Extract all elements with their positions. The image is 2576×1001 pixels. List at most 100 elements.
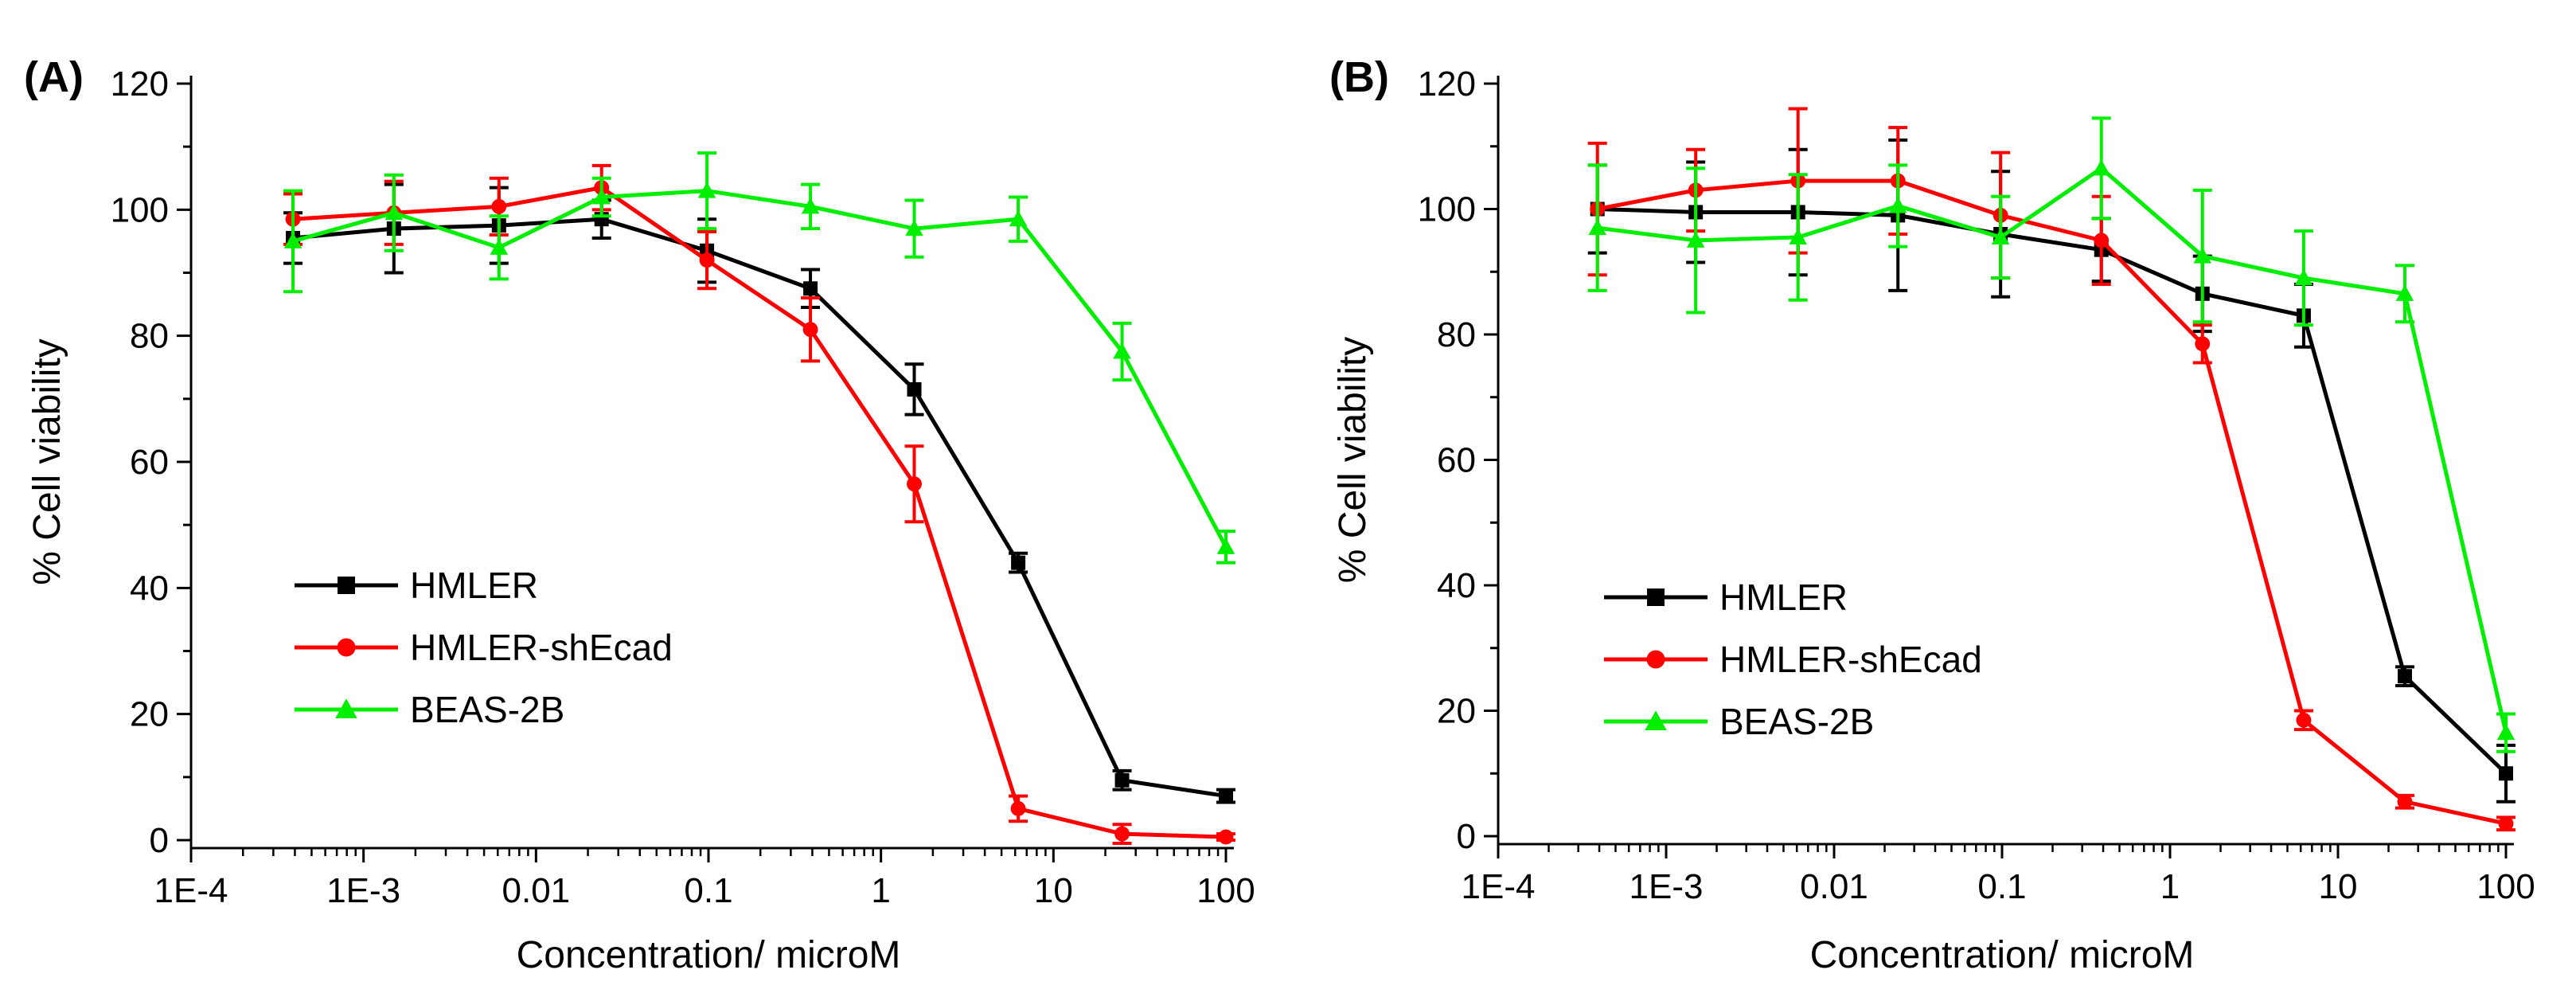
data-point: [1011, 555, 1026, 570]
data-point: [2499, 766, 2513, 781]
y-tick-label: 100: [1418, 190, 1476, 229]
legend: HMLER HMLER-shEcad BEAS-2B: [295, 565, 673, 730]
legend-label: BEAS-2B: [410, 689, 564, 730]
y-tick-label: 20: [130, 695, 169, 734]
data-point: [2397, 794, 2413, 810]
data-point: [592, 188, 611, 205]
legend-item: HMLER: [1604, 577, 1848, 618]
legend-marker: [335, 698, 357, 718]
data-point: [2395, 284, 2414, 301]
panel-a: (A) 0 20 40 60 80 100 120 1E-4 1E-3 0.01 0.1 1 10 100 C…: [24, 53, 1255, 976]
y-tick-label: 100: [111, 190, 169, 229]
series-line: [1597, 207, 2508, 776]
series-line: [292, 217, 1227, 799]
y-tick-label: 120: [1418, 65, 1476, 104]
data-point: [2195, 336, 2211, 352]
legend-item: BEAS-2B: [1604, 701, 1874, 742]
panel-label: (A): [24, 53, 84, 101]
x-tick-label: 100: [1196, 871, 1255, 910]
legend-label: HMLER: [410, 565, 538, 606]
y-tick-label: 20: [1437, 692, 1476, 731]
data-point: [2094, 233, 2110, 248]
x-tick-label: 0.01: [1800, 867, 1868, 906]
data-point: [802, 322, 818, 338]
legend-marker: [1647, 588, 1665, 606]
legend-marker: [1646, 650, 1665, 669]
data-point: [1113, 342, 1131, 359]
data-point: [801, 197, 820, 214]
data-point: [907, 476, 922, 492]
legend-label: HMLER-shEcad: [1719, 639, 1982, 680]
data-point: [697, 182, 716, 198]
data-point: [1789, 228, 1807, 244]
legend-marker: [337, 638, 356, 657]
data-point: [1216, 538, 1235, 554]
x-tick-label: 1E-4: [154, 871, 228, 910]
x-tick-label: 100: [2476, 867, 2535, 906]
data-point: [1991, 228, 2010, 244]
y-axis-title: % Cell viability: [26, 338, 68, 585]
series-line: [292, 186, 1227, 839]
data-point: [1888, 197, 1907, 213]
series-beas-2b: [283, 151, 1235, 565]
series-hmler-shecad: [283, 163, 1235, 845]
y-tick-label: 120: [111, 65, 169, 104]
data-point: [2397, 669, 2412, 684]
data-point: [1009, 209, 1028, 227]
series-line: [1597, 178, 2507, 826]
data-point: [1114, 772, 1130, 788]
y-tick-label: 60: [1437, 441, 1476, 480]
data-point: [905, 219, 923, 237]
series-line: [1597, 166, 2508, 733]
data-point: [803, 281, 818, 296]
data-point: [699, 252, 715, 268]
panel-b: (B) 0 20 40 60 80 100 120 1E-4 1E-3 0.01 0.1 1 10 100 C…: [1329, 53, 2535, 976]
y-tick-label: 40: [130, 569, 169, 608]
data-point: [907, 381, 922, 397]
x-tick-label: 1E-3: [326, 871, 400, 910]
x-tick-label: 10: [2319, 867, 2358, 906]
legend-item: HMLER: [295, 565, 538, 606]
y-tick-label: 0: [1457, 817, 1476, 856]
data-point: [1010, 800, 1026, 816]
data-point: [2193, 247, 2211, 264]
legend-item: HMLER-shEcad: [1604, 639, 1982, 680]
data-point: [1114, 826, 1130, 842]
x-tick-label: 0.1: [1977, 867, 2026, 906]
y-tick-label: 60: [130, 443, 169, 482]
data-point: [2092, 159, 2110, 176]
y-tick-label: 80: [130, 317, 169, 356]
y-axis-title: % Cell viability: [1332, 337, 1374, 583]
data-point: [384, 204, 404, 221]
data-point: [490, 238, 509, 255]
legend-marker: [1645, 710, 1667, 730]
data-point: [1588, 218, 1606, 236]
legend: HMLER HMLER-shEcad BEAS-2B: [1604, 577, 1982, 742]
legend-marker: [338, 577, 355, 594]
y-tick-label: 80: [1437, 315, 1476, 354]
data-point: [2294, 268, 2313, 286]
x-tick-label: 10: [1034, 871, 1073, 910]
y-tick-label: 40: [1437, 566, 1476, 605]
legend-label: HMLER: [1719, 577, 1848, 618]
series-line: [292, 189, 1228, 549]
x-axis-title: Concentration/ microM: [1810, 934, 2195, 976]
legend-label: HMLER-shEcad: [410, 627, 673, 668]
data-point: [491, 198, 507, 214]
data-point: [1219, 788, 1233, 804]
data-point: [1218, 829, 1234, 845]
x-tick-label: 0.1: [684, 871, 732, 910]
x-axis-title: Concentration/ microM: [517, 934, 901, 976]
data-point: [2296, 712, 2312, 728]
y-tick-label: 0: [150, 821, 169, 860]
legend-item: BEAS-2B: [295, 689, 564, 730]
series-beas-2b: [1587, 116, 2516, 753]
panel-label: (B): [1329, 53, 1389, 101]
data-point: [283, 232, 302, 248]
data-point: [1686, 231, 1705, 248]
x-tick-label: 1: [871, 871, 890, 910]
x-tick-label: 1E-3: [1630, 867, 1704, 906]
legend-label: BEAS-2B: [1719, 701, 1874, 742]
legend-item: HMLER-shEcad: [295, 627, 673, 668]
